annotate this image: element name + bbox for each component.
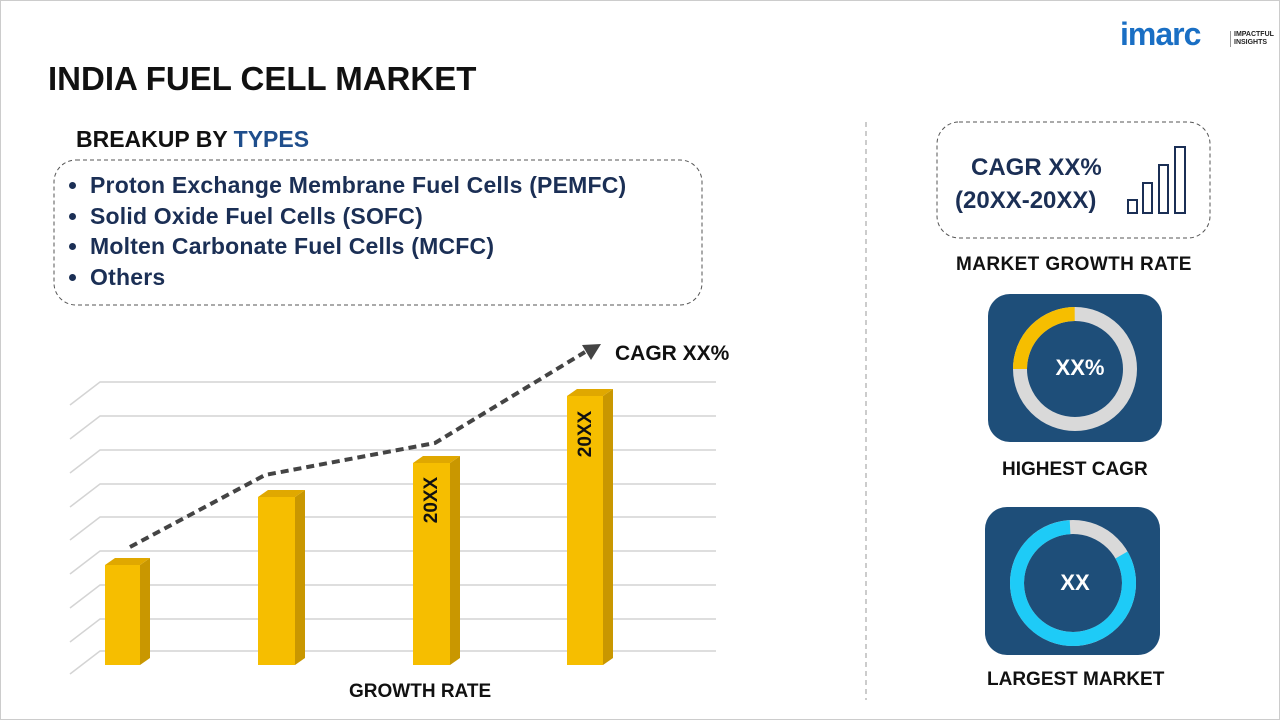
bar-label: 20XX xyxy=(575,410,596,457)
arrow-head xyxy=(582,344,601,360)
cagr-box xyxy=(936,121,1211,239)
caption: MARKET GROWTH RATE xyxy=(956,254,1192,275)
trend-arrow xyxy=(129,350,587,549)
chart-grid xyxy=(69,381,716,675)
bars xyxy=(105,389,613,665)
bar-label: 20XX xyxy=(421,476,442,523)
heading-highlight: TYPES xyxy=(233,126,310,152)
type-item: Solid Oxide Fuel Cells (SOFC) xyxy=(90,201,626,232)
heading: BREAKUP BY xyxy=(76,126,228,152)
title: INDIA FUEL CELL MARKET xyxy=(48,60,477,97)
tagline: IMPACTFUL xyxy=(1234,31,1274,38)
logo-brand: imarc xyxy=(1120,16,1201,52)
tagline: INSIGHTS xyxy=(1234,39,1268,46)
cagr-line: (20XX-20XX) xyxy=(955,187,1097,214)
caption: LARGEST MARKET xyxy=(987,669,1165,690)
type-item: Others xyxy=(90,262,626,293)
bar-icon xyxy=(1127,146,1186,214)
trend-label: CAGR XX% xyxy=(615,342,730,365)
caption: HIGHEST CAGR xyxy=(1002,459,1148,480)
logo-tagline: IMPACTFUL INSIGHTS xyxy=(1230,31,1274,47)
type-item: Proton Exchange Membrane Fuel Cells (PEM… xyxy=(90,170,626,201)
breakup-heading: BREAKUP BY TYPES xyxy=(76,126,309,153)
largest-value: XX xyxy=(1060,570,1090,595)
axis-label: GROWTH RATE xyxy=(349,681,492,702)
types-box xyxy=(53,159,703,306)
ring-arc xyxy=(1010,520,1136,646)
types-list: Proton Exchange Membrane Fuel Cells (PEM… xyxy=(72,170,626,292)
highest-value: XX% xyxy=(1056,355,1105,380)
ring-arc xyxy=(1013,307,1137,431)
type-item: Molten Carbonate Fuel Cells (MCFC) xyxy=(90,231,626,262)
cagr-line: CAGR XX% xyxy=(971,154,1102,181)
